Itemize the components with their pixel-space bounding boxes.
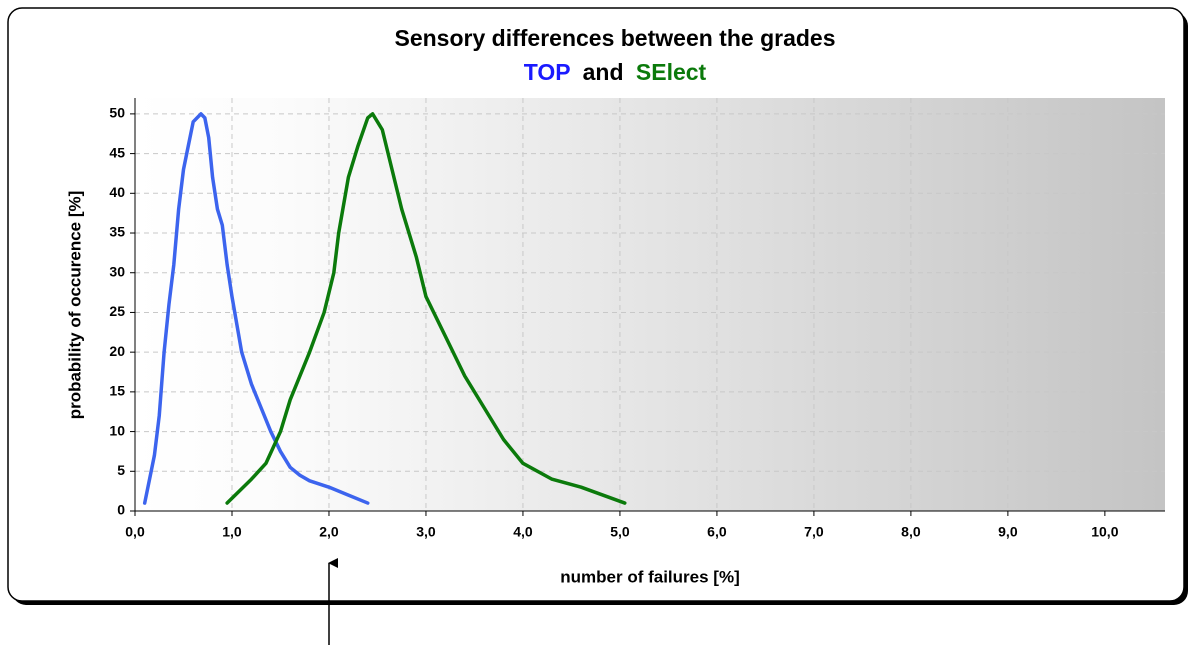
y-tick-label: 5 (117, 462, 125, 478)
y-axis-label: probability of occurence [%] (65, 191, 84, 420)
x-tick-label: 8,0 (901, 524, 921, 540)
x-tick-label: 7,0 (804, 524, 824, 540)
chart-title: Sensory differences between the grades (395, 25, 836, 51)
plot-area (135, 98, 1165, 511)
x-tick-label: 3,0 (416, 524, 436, 540)
x-tick-label: 1,0 (222, 524, 242, 540)
x-tick-label: 5,0 (610, 524, 630, 540)
chart-subtitle: TOP and SElect (524, 59, 707, 85)
x-tick-label: 0,0 (125, 524, 145, 540)
x-tick-label: 10,0 (1091, 524, 1118, 540)
y-tick-label: 20 (109, 343, 125, 359)
y-tick-label: 35 (109, 224, 125, 240)
x-tick-label: 4,0 (513, 524, 533, 540)
subtitle-connector: and (583, 59, 624, 85)
legend-entry: SElect (636, 59, 707, 85)
x-tick-label: 2,0 (319, 524, 339, 540)
x-tick-label: 9,0 (998, 524, 1018, 540)
y-tick-label: 50 (109, 105, 125, 121)
legend-entry: TOP (524, 59, 571, 85)
x-axis-label: number of failures [%] (560, 567, 739, 586)
y-tick-label: 15 (109, 383, 125, 399)
y-tick-label: 10 (109, 422, 125, 438)
y-tick-label: 0 (117, 502, 125, 518)
y-tick-label: 30 (109, 263, 125, 279)
y-tick-label: 40 (109, 184, 125, 200)
line-series (225, 112, 627, 505)
y-tick-label: 45 (109, 144, 125, 160)
y-tick-label: 25 (109, 303, 125, 319)
line-series (142, 112, 370, 505)
x-tick-label: 6,0 (707, 524, 727, 540)
